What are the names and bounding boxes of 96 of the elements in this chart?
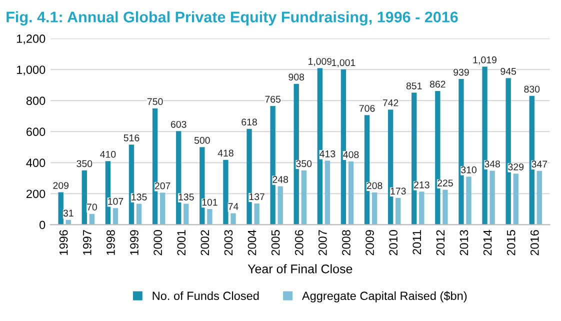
bar — [230, 213, 236, 225]
data-label: 107 — [108, 198, 124, 205]
data-label: 348 — [484, 160, 500, 168]
x-tick-label: 2002 — [200, 230, 210, 256]
x-tick-label: 2004 — [248, 230, 256, 256]
x-tick-label: 1998 — [106, 230, 115, 255]
x-tick-label: 2010 — [389, 230, 398, 256]
data-label: 207 — [154, 182, 170, 190]
x-tick-label: 2014 — [483, 230, 492, 256]
data-label: 862 — [430, 80, 446, 88]
data-label: 830 — [524, 86, 540, 93]
data-label: 173 — [390, 188, 406, 195]
x-tick-label: 2012 — [436, 230, 445, 256]
x-tick-label: 1999 — [130, 230, 138, 255]
data-label: 225 — [438, 180, 453, 186]
bar — [112, 208, 118, 225]
data-label: 137 — [249, 193, 264, 200]
legend-label: No. of Funds Closed — [152, 291, 259, 300]
bar — [396, 198, 401, 225]
data-label: 350 — [76, 160, 92, 168]
bar — [442, 190, 448, 225]
data-label: 742 — [382, 99, 398, 106]
data-label: 31 — [63, 210, 74, 217]
x-tick-label: 2007 — [318, 230, 327, 256]
data-label: 851 — [406, 82, 422, 90]
data-label: 135 — [178, 194, 194, 200]
data-label: 765 — [265, 96, 281, 103]
y-tick-label: 1,200 — [16, 34, 46, 44]
data-label: 248 — [272, 176, 288, 183]
y-tick-label: 0 — [40, 220, 46, 230]
legend-label: Aggregate Capital Raised ($bn) — [302, 291, 467, 302]
bar — [207, 209, 212, 225]
data-label: 329 — [508, 163, 524, 170]
y-tick-label: 200 — [26, 190, 46, 198]
y-tick-label: 1,000 — [16, 66, 46, 76]
data-label: 413 — [320, 150, 336, 158]
x-tick-label: 2013 — [460, 230, 468, 256]
data-label: 70 — [87, 204, 97, 211]
bar — [348, 161, 354, 225]
data-label: 945 — [500, 68, 516, 75]
x-tick-label: 2015 — [506, 230, 516, 256]
bar — [82, 170, 87, 225]
data-label: 1,019 — [473, 56, 496, 64]
bar — [419, 192, 424, 225]
data-label: 347 — [532, 160, 548, 168]
data-label: 750 — [147, 98, 163, 106]
data-label: 410 — [100, 150, 116, 158]
bar — [301, 170, 306, 225]
bar — [490, 170, 495, 225]
y-tick-label: 400 — [26, 158, 46, 168]
data-label: 500 — [194, 136, 210, 144]
chart-title: Fig. 4.1: Annual Global Private Equity Fundraising, 1996 - 2016 — [6, 11, 458, 26]
data-label: 310 — [461, 166, 476, 174]
y-tick-label: 800 — [26, 96, 46, 105]
x-tick-label: 2005 — [271, 230, 280, 256]
x-tick-label: 2001 — [177, 230, 186, 256]
bar — [184, 204, 189, 225]
x-axis-title: Year of Final Close — [248, 264, 352, 274]
bar — [254, 203, 260, 225]
bar — [372, 192, 378, 225]
bar — [58, 192, 64, 225]
x-tick-label: 2000 — [154, 230, 162, 256]
data-label: 516 — [124, 134, 140, 142]
bar — [278, 186, 283, 225]
bar — [466, 176, 472, 225]
data-label: 135 — [132, 194, 147, 200]
data-label: 209 — [53, 182, 69, 189]
data-label: 1,001 — [332, 59, 356, 68]
bar — [136, 204, 142, 225]
x-tick-label: 2008 — [342, 230, 350, 256]
x-tick-label: 1996 — [59, 230, 68, 255]
x-tick-label: 2003 — [224, 230, 233, 256]
bar — [513, 174, 518, 225]
data-label: 418 — [218, 150, 234, 157]
data-label: 908 — [288, 74, 304, 81]
bar — [324, 160, 330, 225]
x-tick-label: 2011 — [412, 230, 422, 254]
x-tick-label: 2009 — [366, 230, 374, 256]
x-tick-label: 1997 — [82, 230, 92, 255]
bar — [536, 170, 542, 225]
x-tick-label: 2006 — [294, 230, 304, 256]
data-label: 350 — [296, 160, 312, 168]
data-label: 208 — [366, 182, 382, 190]
bar — [223, 160, 228, 225]
data-label: 213 — [414, 181, 430, 188]
data-label: 408 — [343, 151, 359, 158]
data-label: 618 — [242, 118, 257, 126]
data-label: 74 — [228, 203, 238, 210]
data-label: 603 — [170, 120, 186, 128]
data-label: 101 — [202, 198, 218, 206]
data-label: 1,009 — [308, 58, 332, 66]
bar — [160, 192, 166, 225]
x-tick-label: 2016 — [530, 230, 539, 256]
data-label: 706 — [359, 104, 375, 112]
y-tick-label: 600 — [26, 128, 46, 136]
data-label: 939 — [454, 68, 469, 76]
